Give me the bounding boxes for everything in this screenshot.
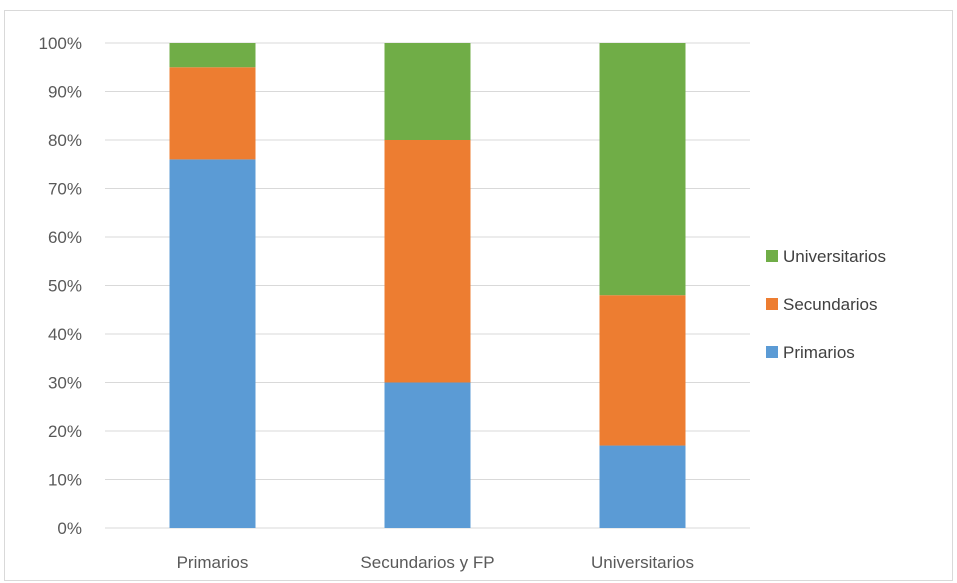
bar-segment-primarios [170, 159, 256, 528]
legend-item: Secundarios [766, 295, 878, 314]
y-axis: 0% 10% 20% 30% 40% 50% 60% 70% 80% 90% 100% [39, 34, 82, 538]
legend-label: Secundarios [783, 295, 878, 314]
x-tick-label: Primarios [177, 553, 249, 572]
y-tick-label: 60% [48, 228, 82, 247]
bar-segment-universitarios [385, 43, 471, 140]
y-tick-label: 30% [48, 374, 82, 393]
x-tick-label: Secundarios y FP [360, 553, 494, 572]
y-tick-label: 10% [48, 471, 82, 490]
x-axis: Primarios Secundarios y FP Universitarios [177, 553, 694, 572]
y-tick-label: 20% [48, 422, 82, 441]
bar-segment-primarios [385, 383, 471, 529]
legend-label: Universitarios [783, 247, 886, 266]
bar-segment-universitarios [600, 43, 686, 295]
y-tick-label: 50% [48, 277, 82, 296]
y-tick-label: 80% [48, 131, 82, 150]
bar-segment-secundarios [170, 67, 256, 159]
y-tick-label: 100% [39, 34, 82, 53]
y-tick-label: 90% [48, 83, 82, 102]
legend-label: Primarios [783, 343, 855, 362]
legend-item: Primarios [766, 343, 855, 362]
legend-item: Universitarios [766, 247, 886, 266]
legend: Universitarios Secundarios Primarios [766, 247, 886, 362]
bar-segment-secundarios [385, 140, 471, 383]
legend-swatch [766, 250, 778, 262]
bar-segment-secundarios [600, 295, 686, 445]
legend-swatch [766, 346, 778, 358]
y-tick-label: 70% [48, 180, 82, 199]
y-tick-label: 40% [48, 325, 82, 344]
bars [170, 43, 686, 528]
y-tick-label: 0% [57, 519, 82, 538]
bar-segment-universitarios [170, 43, 256, 67]
x-tick-label: Universitarios [591, 553, 694, 572]
bar-segment-primarios [600, 446, 686, 528]
legend-swatch [766, 298, 778, 310]
